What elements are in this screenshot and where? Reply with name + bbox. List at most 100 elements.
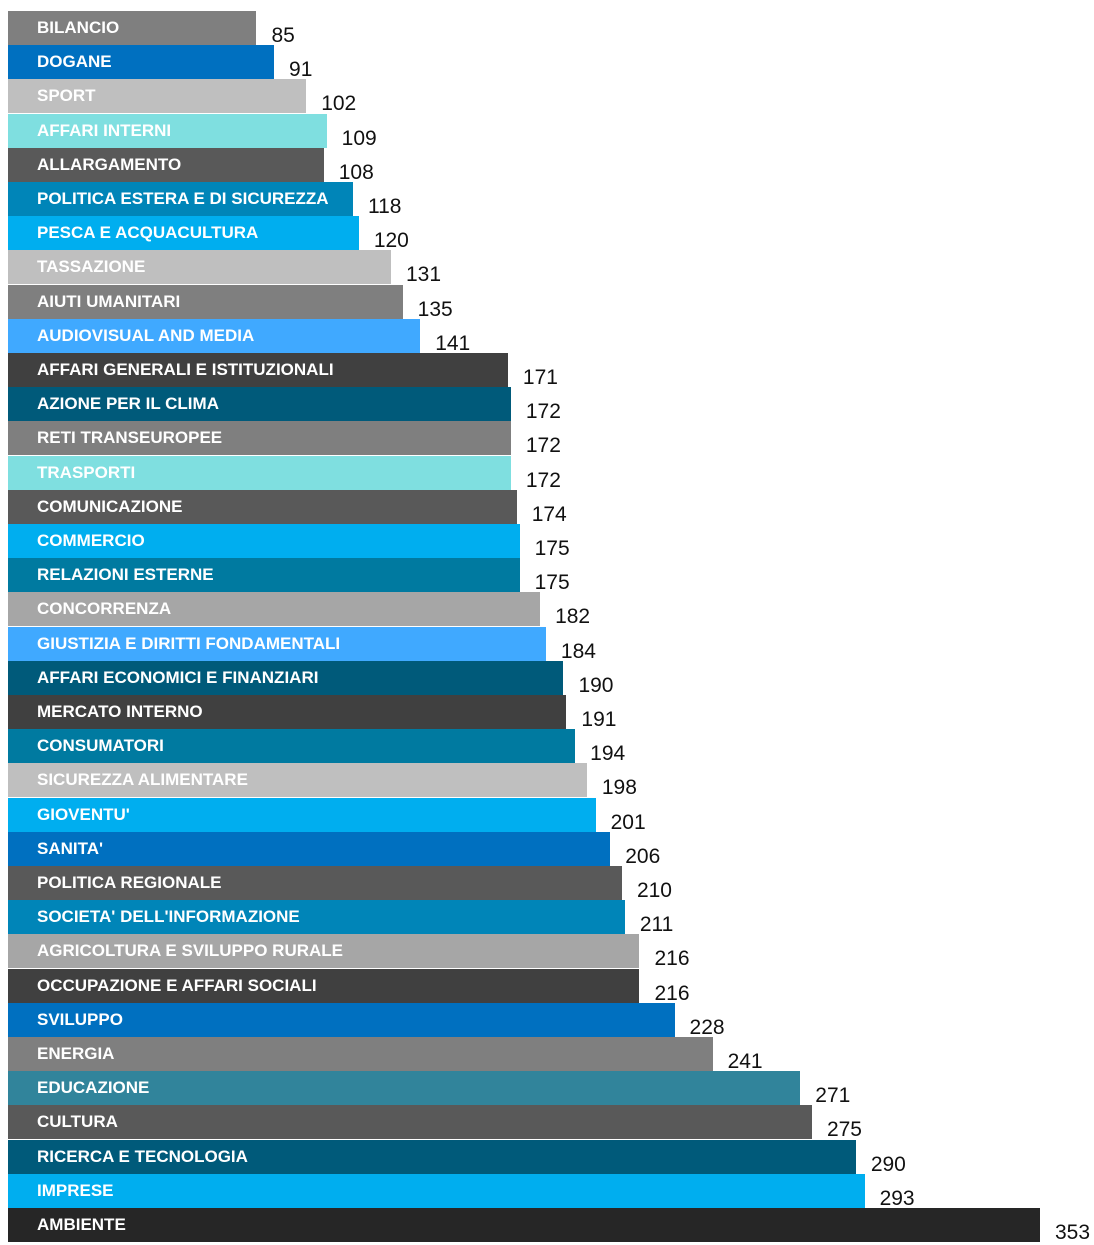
bar — [8, 353, 508, 387]
bar-label: OCCUPAZIONE E AFFARI SOCIALI — [37, 975, 317, 995]
bar-label: IMPRESE — [37, 1180, 114, 1200]
bar-label: RELAZIONI ESTERNE — [37, 565, 214, 585]
bar — [8, 182, 353, 216]
bar-label: AFFARI GENERALI E ISTITUZIONALI — [37, 360, 334, 379]
bar — [8, 831, 611, 866]
bar-label: AZIONE PER IL CLIMA — [37, 394, 219, 414]
data-label: 102 — [321, 92, 357, 116]
data-label: 141 — [435, 331, 471, 355]
bar — [8, 1208, 1040, 1242]
bar — [8, 45, 275, 80]
bar — [8, 387, 511, 422]
bar-label: AFFARI ECONOMICI E FINANZIARI — [37, 667, 319, 687]
bar-label: AUDIOVISUAL AND MEDIA — [37, 325, 255, 345]
bar — [8, 11, 257, 45]
bar — [8, 1037, 713, 1071]
data-label: 206 — [625, 844, 661, 868]
bar-label: BILANCIO — [37, 18, 120, 37]
data-label: 172 — [525, 400, 561, 424]
data-label: 241 — [727, 1050, 763, 1073]
bar-label: GIOVENTU' — [37, 804, 130, 824]
bar — [8, 626, 546, 661]
data-label: 211 — [639, 913, 674, 937]
bar — [8, 592, 541, 627]
data-label: 290 — [870, 1152, 906, 1176]
data-label: 271 — [815, 1084, 851, 1108]
data-label: 172 — [525, 468, 561, 492]
bar-label: DOGANE — [37, 52, 112, 72]
data-label: 108 — [338, 160, 374, 184]
bar — [8, 695, 567, 729]
bar-label: MERCATO INTERNO — [37, 702, 203, 721]
bar-label: AIUTI UMANITARI — [37, 291, 181, 311]
bar — [8, 455, 511, 490]
data-label: 293 — [879, 1186, 915, 1210]
data-label: 216 — [654, 981, 690, 1005]
data-label: 91 — [289, 58, 313, 82]
data-label: 174 — [531, 502, 567, 526]
bar-label: AFFARI INTERNI — [37, 120, 172, 140]
data-label: 198 — [601, 776, 637, 800]
data-label: 216 — [654, 947, 690, 971]
bar-label: GIUSTIZIA E DIRITTI FONDAMENTALI — [37, 633, 341, 653]
bar — [8, 318, 421, 353]
bar-label: SANITA' — [37, 838, 104, 858]
data-label: 184 — [560, 639, 596, 663]
bar — [8, 524, 520, 558]
data-label: 210 — [636, 879, 672, 902]
bar — [8, 1173, 865, 1208]
bar — [8, 968, 640, 1003]
data-label: 85 — [271, 24, 295, 47]
bar — [8, 421, 511, 456]
data-label: 175 — [534, 537, 570, 560]
bar — [8, 1139, 856, 1174]
bar — [8, 1002, 675, 1037]
data-label: 275 — [826, 1118, 862, 1142]
bar — [8, 763, 587, 798]
bar-label: AGRICOLTURA E SVILUPPO RURALE — [37, 941, 344, 961]
bar — [8, 900, 625, 935]
bar-label: SPORT — [37, 86, 96, 106]
data-label: 172 — [525, 434, 561, 458]
bar-label: EDUCAZIONE — [37, 1078, 150, 1098]
bar — [8, 113, 327, 148]
bar-label: CONSUMATORI — [37, 736, 164, 756]
bar — [8, 1071, 801, 1106]
bar — [8, 660, 564, 695]
bar-label: TASSAZIONE — [37, 257, 146, 277]
data-label: 109 — [341, 126, 377, 150]
data-label: 201 — [610, 810, 646, 834]
bar — [8, 934, 640, 969]
data-label: 228 — [689, 1015, 725, 1039]
data-label: 131 — [405, 263, 442, 287]
bar-label: RETI TRANSEUROPEE — [37, 428, 223, 448]
bar-label: SVILUPPO — [37, 1009, 123, 1029]
data-label: 175 — [534, 571, 570, 595]
bar-label: SICUREZZA ALIMENTARE — [37, 770, 248, 790]
bar-label: COMMERCIO — [37, 531, 145, 550]
bar — [8, 284, 403, 319]
bar-label: PESCA E ACQUACULTURA — [37, 223, 259, 243]
bar-label: RICERCA E TECNOLOGIA — [37, 1146, 248, 1166]
bar-label: ENERGIA — [37, 1044, 115, 1063]
bar-label: SOCIETA' DELL'INFORMAZIONE — [37, 907, 300, 927]
data-label: 171 — [522, 366, 558, 389]
data-label: 135 — [417, 297, 453, 321]
bar-label: AMBIENTE — [37, 1215, 126, 1234]
bar — [8, 729, 576, 764]
bar-label: POLITICA ESTERA E DI SICUREZZA — [37, 189, 329, 208]
bar — [8, 216, 359, 251]
bar — [8, 797, 596, 832]
bar — [8, 147, 324, 182]
bar-label: COMUNICAZIONE — [37, 496, 183, 516]
data-label: 118 — [367, 195, 402, 218]
data-label: 190 — [578, 673, 614, 697]
bar — [8, 79, 307, 114]
bar — [8, 866, 622, 900]
bar — [8, 1105, 812, 1140]
bar-label: CULTURA — [37, 1112, 118, 1132]
bar — [8, 489, 517, 524]
data-label: 120 — [373, 229, 409, 253]
bar-label: POLITICA REGIONALE — [37, 873, 222, 892]
